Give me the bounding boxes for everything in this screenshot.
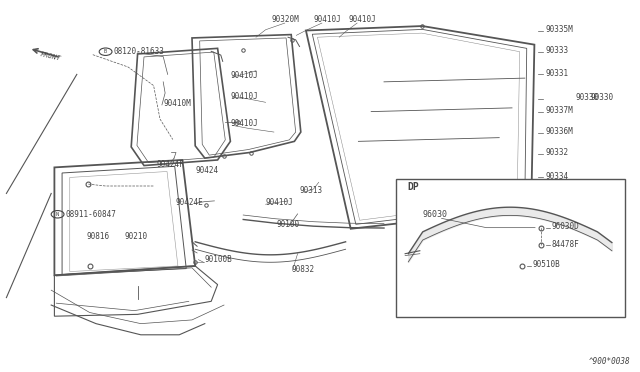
Text: 90410J: 90410J: [314, 15, 341, 24]
Text: ^900*0038: ^900*0038: [589, 357, 630, 366]
Text: DP: DP: [407, 182, 419, 192]
Text: 90100: 90100: [276, 220, 300, 229]
Text: 90424: 90424: [195, 166, 218, 175]
Text: 90410J: 90410J: [349, 15, 376, 24]
Text: 84478F: 84478F: [552, 240, 579, 248]
Text: 90816: 90816: [86, 232, 109, 241]
Text: 90410J: 90410J: [266, 198, 293, 207]
Text: 90424E: 90424E: [176, 198, 204, 206]
Text: 08911-60847: 08911-60847: [66, 209, 116, 218]
Text: 90330: 90330: [576, 93, 599, 102]
Text: 90337M: 90337M: [545, 106, 573, 115]
Text: 90100B: 90100B: [205, 255, 232, 264]
Text: B: B: [104, 49, 107, 54]
Text: 90410J: 90410J: [230, 119, 258, 128]
Text: 90410J: 90410J: [230, 71, 258, 80]
Text: 90320M: 90320M: [272, 15, 300, 24]
Text: N: N: [56, 212, 59, 217]
Text: 90331: 90331: [545, 68, 568, 77]
Text: 90332: 90332: [545, 148, 568, 157]
Text: 90330: 90330: [590, 93, 613, 102]
Text: 90335M: 90335M: [545, 25, 573, 33]
Text: FRONT: FRONT: [40, 51, 61, 61]
Text: 90510B: 90510B: [532, 260, 560, 269]
Text: 90338M: 90338M: [545, 195, 573, 204]
Text: 90424F: 90424F: [157, 160, 184, 169]
Text: 90333: 90333: [545, 46, 568, 55]
Text: 90334: 90334: [545, 171, 568, 180]
Bar: [396, 179, 625, 317]
Text: 90410J: 90410J: [230, 92, 258, 100]
Text: 90336M: 90336M: [545, 127, 573, 136]
Text: 08120-81633: 08120-81633: [114, 47, 164, 56]
Text: 90313: 90313: [300, 186, 323, 195]
Text: 90832: 90832: [291, 264, 314, 273]
Text: 90410M: 90410M: [163, 99, 191, 108]
Text: 96030: 96030: [422, 209, 447, 218]
Text: 90210: 90210: [125, 232, 148, 241]
Text: 96030D: 96030D: [552, 222, 579, 231]
